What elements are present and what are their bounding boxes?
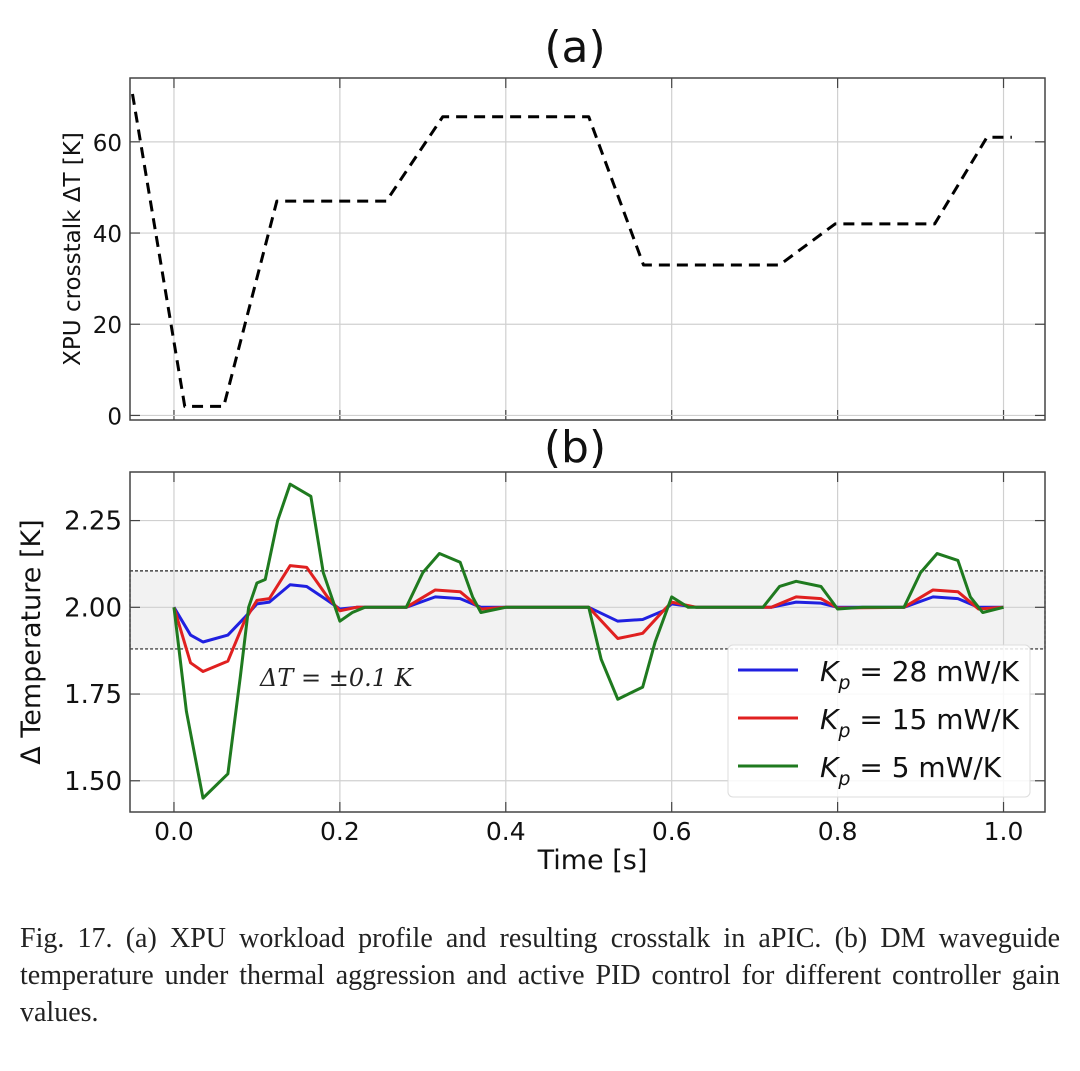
y-axis-label: XPU crosstalk ΔT [K] <box>60 132 86 366</box>
chart-title: (b) <box>544 422 606 473</box>
y-tick-label: 1.50 <box>64 767 122 797</box>
band-label: ΔT = ±0.1 K <box>259 664 415 692</box>
legend-box <box>727 644 1031 798</box>
x-tick-label: 0.4 <box>486 817 526 846</box>
legend: Kp = 28 mW/KKp = 15 mW/KKp = 5 mW/K <box>727 644 1031 798</box>
plot-frame <box>129 77 1046 421</box>
y-tick-label: 60 <box>93 131 122 157</box>
tolerance-band <box>129 570 1046 650</box>
chart-title: (a) <box>544 22 605 73</box>
legend-subscript: p <box>837 768 850 790</box>
plot-frame <box>129 471 1046 813</box>
y-axis-label: Δ Temperature [K] <box>16 519 47 764</box>
legend-subscript: p <box>837 672 850 694</box>
figure: (a) 0 20 40 60 XPU crosstalk ΔT [K] (b) 0.0 0.2 0… <box>16 22 1046 876</box>
x-tick-label: 1.0 <box>984 817 1024 846</box>
y-tick-label: 20 <box>93 313 122 339</box>
x-tick-label: 0.0 <box>154 817 194 846</box>
series-line <box>131 93 1012 408</box>
legend-label: Kp = 15 mW/K <box>820 703 1020 742</box>
legend-k: K <box>820 751 841 784</box>
x-tick-label: 0.6 <box>652 817 692 846</box>
legend-value: = 28 mW/K <box>850 655 1019 688</box>
legend-subscript: p <box>837 720 850 742</box>
legend-label: Kp = 28 mW/K <box>820 655 1020 694</box>
x-axis-label: Time [s] <box>537 845 648 876</box>
x-tick-label: 0.8 <box>818 817 858 846</box>
legend-k: K <box>820 703 841 736</box>
y-tick-label: 0 <box>107 404 122 430</box>
legend-k: K <box>820 655 841 688</box>
x-tick-label: 0.2 <box>320 817 360 846</box>
y-tick-label: 40 <box>93 222 122 248</box>
series-line <box>172 482 1004 800</box>
y-tick-label: 2.00 <box>64 593 122 623</box>
figure-caption: Fig. 17. (a) XPU workload profile and re… <box>20 923 1060 1028</box>
legend-label: Kp = 5 mW/K <box>820 751 1002 790</box>
y-tick-label: 2.25 <box>64 507 122 537</box>
y-tick-label: 1.75 <box>64 680 122 710</box>
legend-value: = 15 mW/K <box>850 703 1019 736</box>
legend-value: = 5 mW/K <box>850 751 1001 784</box>
